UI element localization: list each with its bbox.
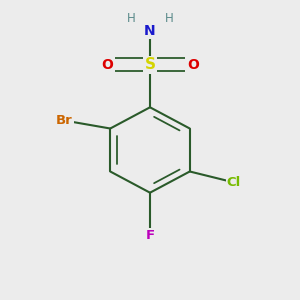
Text: S: S — [145, 57, 155, 72]
Text: H: H — [165, 13, 173, 26]
Text: F: F — [146, 229, 154, 242]
Text: O: O — [101, 58, 113, 72]
Text: Br: Br — [56, 114, 73, 127]
Text: N: N — [144, 24, 156, 38]
Text: Cl: Cl — [227, 176, 241, 189]
Text: O: O — [187, 58, 199, 72]
Text: H: H — [127, 13, 135, 26]
